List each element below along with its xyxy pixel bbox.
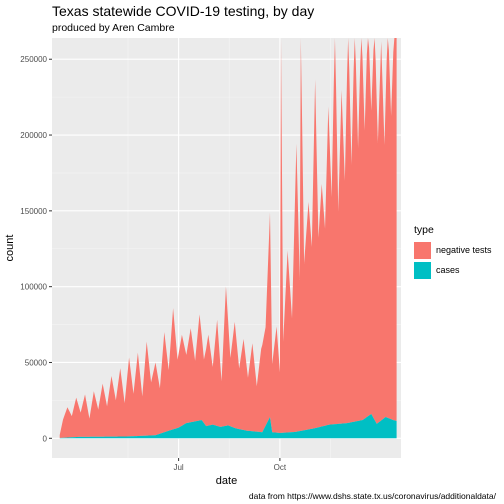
y-axis-title: count <box>4 235 16 262</box>
legend-swatch-cases <box>414 261 431 279</box>
chart-title: Texas statewide COVID-19 testing, by day <box>52 3 315 19</box>
series-area-cases <box>59 414 397 439</box>
legend: type negative tests cases <box>414 224 492 280</box>
x-tick-label: Jul <box>173 463 183 472</box>
legend-title: type <box>414 224 434 236</box>
chart-subtitle: produced by Aren Cambre <box>52 22 175 34</box>
series-layer <box>59 38 397 439</box>
y-tick-label: 100000 <box>20 283 47 292</box>
x-axis-title: date <box>216 475 237 487</box>
y-tick-label: 200000 <box>20 131 47 140</box>
legend-item-cases: cases <box>414 260 492 280</box>
axes: 0 50000 100000 150000 200000 250000 Jul Oct date… <box>4 55 287 487</box>
legend-label-cases: cases <box>436 265 460 275</box>
series-area-negative-tests <box>59 38 397 438</box>
legend-label-negative: negative tests <box>436 245 492 255</box>
y-tick-label: 150000 <box>20 207 47 216</box>
x-tick-label: Oct <box>274 463 287 472</box>
y-tick-label: 250000 <box>20 55 47 64</box>
y-tick-label: 0 <box>43 434 48 443</box>
legend-item-negative: negative tests <box>414 240 492 260</box>
y-tick-label: 50000 <box>25 358 48 367</box>
legend-swatch-negative <box>414 241 431 259</box>
chart-caption: data from https://www.dshs.state.tx.us/c… <box>248 491 496 501</box>
